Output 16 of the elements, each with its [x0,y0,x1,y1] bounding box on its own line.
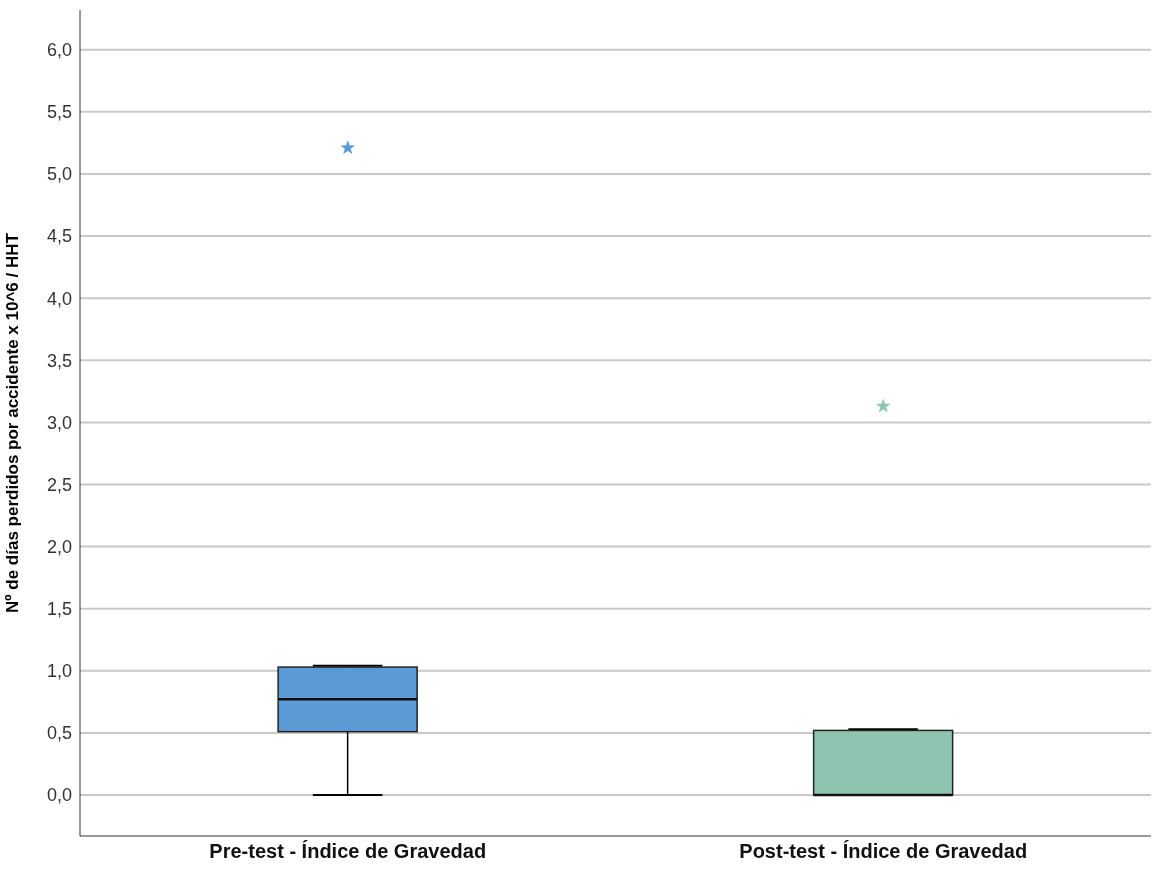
y-tick-label: 3,0 [46,412,72,433]
y-tick-label: 5,0 [46,164,72,185]
y-tick-label: 3,5 [46,350,72,371]
y-tick-label: 4,0 [46,288,72,309]
y-tick-label: 1,0 [46,661,72,682]
y-axis-title: Nº de días perdidos por accidente x 10^6 / HHT [3,232,23,613]
y-tick-label: 0,5 [46,723,72,744]
y-tick-label: 2,5 [46,474,72,495]
x-tick-label: Pre-test - Índice de Gravedad [209,840,487,863]
y-tick-label: 6,0 [46,40,72,61]
y-tick-label: 5,5 [46,102,72,123]
x-tick-label: Post-test - Índice de Gravedad [739,840,1028,863]
y-tick-label: 4,5 [46,226,72,247]
y-tick-label: 1,5 [46,599,72,620]
y-tick-label: 2,0 [46,536,72,557]
y-tick-label: 0,0 [46,785,72,806]
